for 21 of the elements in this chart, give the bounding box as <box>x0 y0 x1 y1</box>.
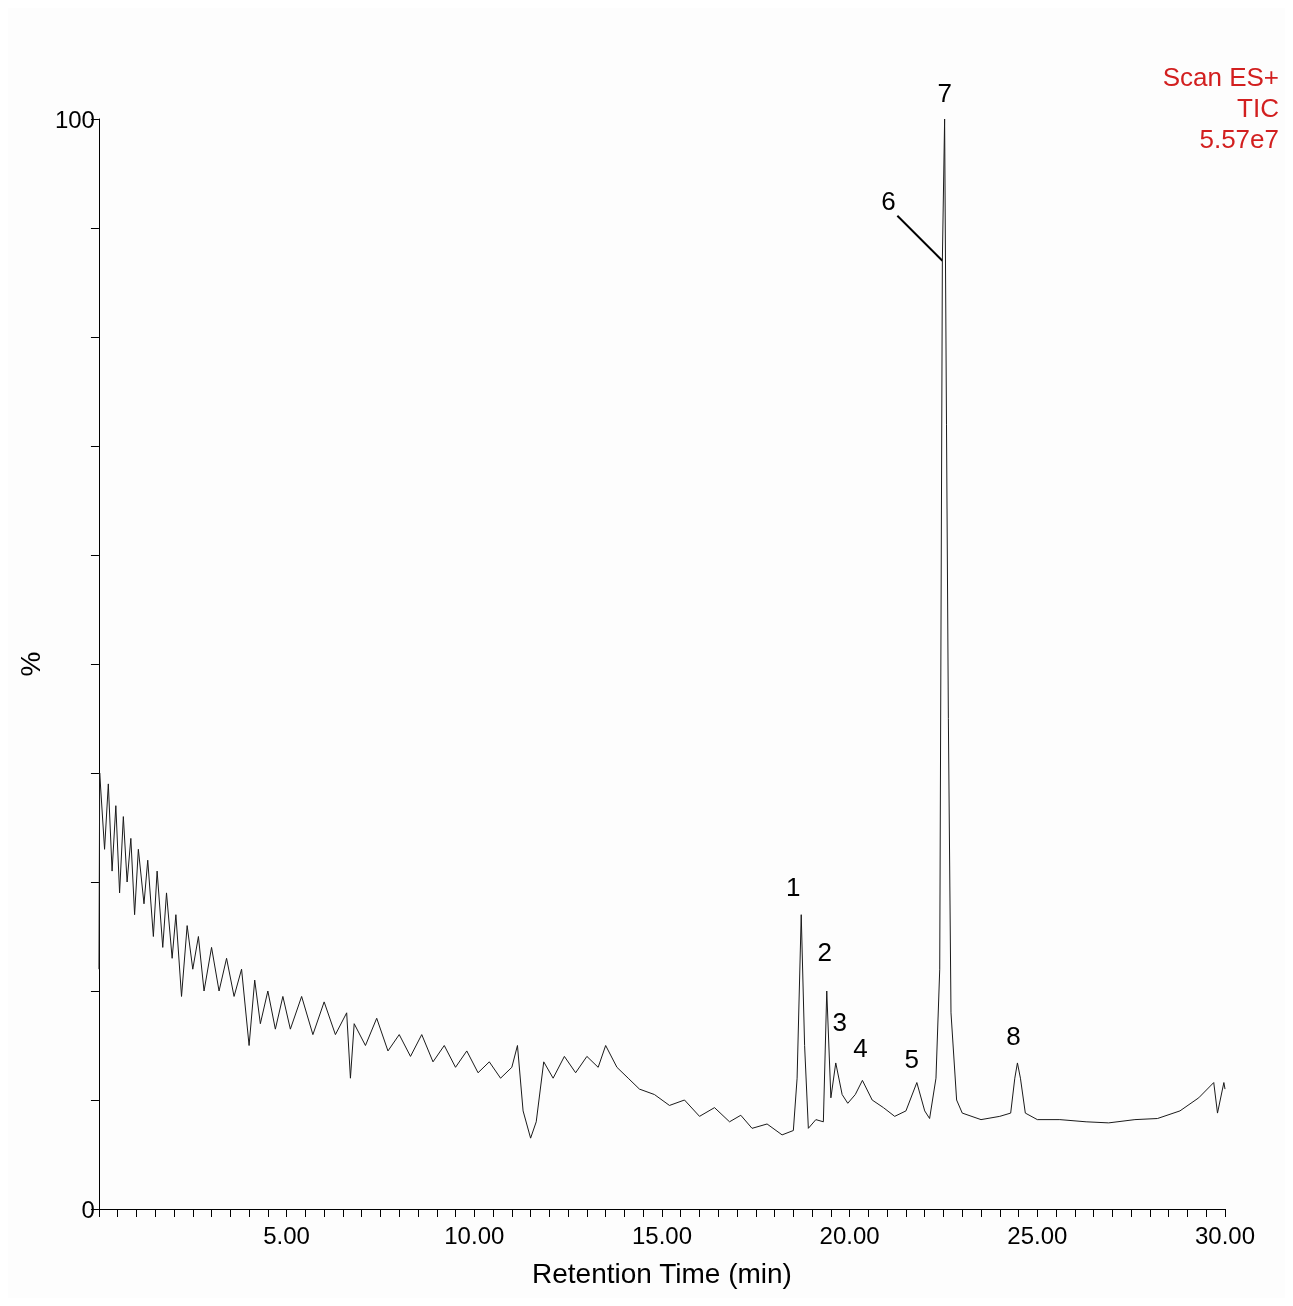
annotation: 5.57e7 <box>1199 124 1279 154</box>
text: TIC <box>1237 93 1279 123</box>
x-tick-label: 5.00 <box>263 1221 310 1249</box>
x-tick-label: 10.00 <box>444 1221 505 1249</box>
annotation: 2 <box>817 937 832 967</box>
x-tick-label: 25.00 <box>1007 1221 1068 1249</box>
x-tick-label: 15.00 <box>631 1221 692 1249</box>
y-tick-label: 0 <box>81 1195 95 1223</box>
annotation: 7 <box>937 78 952 108</box>
y-tick-label: 100 <box>54 105 95 133</box>
annotation: 3 <box>832 1006 847 1037</box>
annotation: 6 <box>881 185 896 216</box>
annotation: 1 <box>785 871 801 902</box>
x-tick-label: 30.00 <box>1194 1221 1256 1249</box>
annotation: 4 <box>853 1033 868 1064</box>
y-axis-title: % <box>14 651 46 677</box>
x-tick-label: 20.00 <box>819 1221 880 1249</box>
text: Scan ES+ <box>1162 62 1279 92</box>
x-axis-title: Retention Time (min) <box>532 1257 792 1289</box>
annotation: 5 <box>904 1043 920 1074</box>
annotation: 8 <box>1006 1020 1021 1051</box>
